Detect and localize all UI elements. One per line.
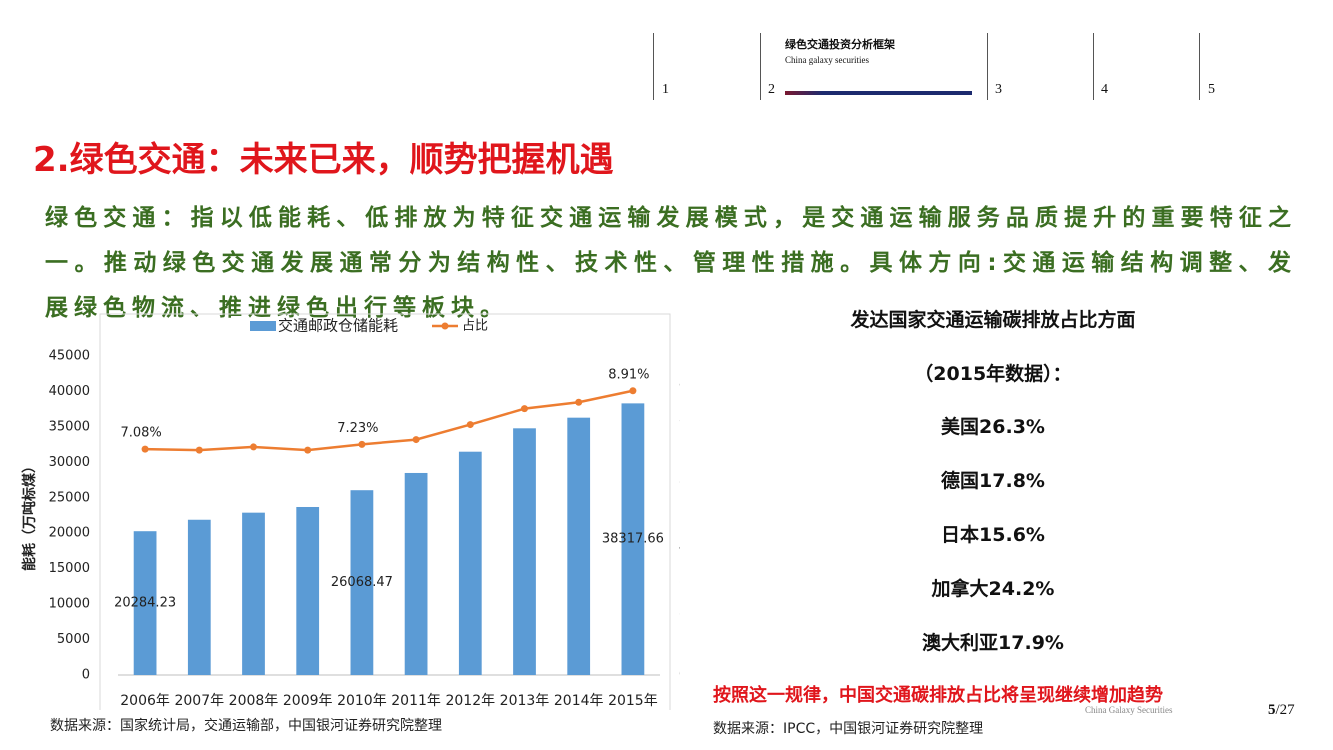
chart: 能耗（万吨标煤） 0 5000 10000 15000 20000 25000 30000 3… xyxy=(21,313,680,710)
y2-tick-label: 3.00% xyxy=(679,572,680,587)
y2-tick-label: 0.00% xyxy=(679,668,680,683)
bar xyxy=(458,451,482,675)
nav-number[interactable]: 1 xyxy=(662,82,669,97)
page-number: 5/27 xyxy=(1268,702,1295,719)
panel-subheading: （2015年数据）： xyxy=(914,363,1072,385)
y-tick-label: 5000 xyxy=(57,632,90,647)
bar xyxy=(133,531,157,675)
bar xyxy=(242,512,265,675)
nav-number[interactable]: 2 xyxy=(768,82,775,97)
nav-number[interactable]: 4 xyxy=(1101,82,1108,97)
data-label: 7.08% xyxy=(120,426,161,441)
total-pages: /27 xyxy=(1275,702,1295,718)
nav-divider xyxy=(653,33,654,100)
chart-source: 数据来源：国家统计局，交通运输部，中国银河证券研究院整理 xyxy=(50,718,442,734)
y2-tick-label: 1.00% xyxy=(679,636,680,651)
line-point xyxy=(358,440,366,448)
x-tick-label: 2009年 xyxy=(283,693,333,709)
footer-brand: China Galaxy Securities xyxy=(1085,705,1173,715)
y2-tick-label: 4.00% xyxy=(679,540,680,555)
y2-tick-label: 10.00% xyxy=(679,349,680,364)
bar xyxy=(296,506,320,675)
conclusion: 按照这一规律，中国交通碳排放占比将呈现继续增加趋势 xyxy=(713,685,1163,706)
data-label: 26068.47 xyxy=(331,575,393,590)
bar xyxy=(621,403,645,675)
x-tick-label: 2008年 xyxy=(229,693,279,709)
x-tick-label: 2011年 xyxy=(391,693,441,709)
country-item: 日本15.6% xyxy=(941,524,1045,546)
panel-source: 数据来源：IPCC，中国银河证券研究院整理 xyxy=(713,721,984,737)
x-tick-label: 2007年 xyxy=(174,693,224,709)
y-tick-label: 25000 xyxy=(49,490,90,505)
body-text: 绿色交通：指以低能耗、低排放为特征交通运输发展模式，是交通运输服务品质提升的重要… xyxy=(45,205,1297,321)
nav-number[interactable]: 3 xyxy=(995,82,1002,97)
y2-tick-label: 8.00% xyxy=(679,412,680,427)
country-item: 德国17.8% xyxy=(941,470,1045,492)
panel-heading: 发达国家交通运输碳排放占比方面 xyxy=(850,309,1136,331)
bar xyxy=(350,490,374,675)
line-point xyxy=(141,445,149,453)
y-tick-label: 40000 xyxy=(49,384,90,399)
x-tick-label: 2012年 xyxy=(445,693,495,709)
current-page: 5 xyxy=(1268,702,1276,718)
y-tick-label: 10000 xyxy=(49,597,90,612)
x-tick-label: 2006年 xyxy=(120,693,170,709)
nav-number[interactable]: 5 xyxy=(1208,82,1215,97)
legend-swatch xyxy=(441,322,449,330)
y2-tick-label: 2.00% xyxy=(679,604,680,619)
line-point xyxy=(466,421,474,429)
x-tick-label: 2010年 xyxy=(337,693,387,709)
y2-tick-label: 5.00% xyxy=(679,508,680,523)
country-item: 美国26.3% xyxy=(941,416,1045,438)
y-tick-label: 20000 xyxy=(49,526,90,541)
y-tick-label: 45000 xyxy=(49,349,90,364)
data-label: 7.23% xyxy=(337,421,378,436)
line-point xyxy=(250,443,257,451)
y-axis-title: 能耗（万吨标煤） xyxy=(21,459,38,571)
x-tick-label: 2013年 xyxy=(500,693,550,709)
legend-label: 占比 xyxy=(462,319,488,334)
x-tick-label: 2015年 xyxy=(608,693,658,709)
y-tick-label: 0 xyxy=(82,668,90,683)
y-tick-label: 15000 xyxy=(49,561,90,576)
country-item: 加拿大24.2% xyxy=(931,578,1055,600)
bar xyxy=(187,519,211,675)
slide-title: 2.绿色交通：未来已来，顺势把握机遇 xyxy=(33,140,614,180)
nav-active-bar xyxy=(785,91,972,95)
bar xyxy=(404,472,428,675)
nav-divider xyxy=(1093,33,1094,100)
nav-divider xyxy=(1199,33,1200,100)
chart-frame xyxy=(99,313,671,710)
line-point xyxy=(304,446,312,454)
line-point xyxy=(195,446,203,454)
line-point xyxy=(629,387,637,395)
data-label: 8.91% xyxy=(608,367,649,382)
bar xyxy=(567,417,591,675)
y-tick-label: 30000 xyxy=(49,455,90,470)
data-label: 38317.66 xyxy=(602,532,664,547)
y2-tick-label: 7.00% xyxy=(679,444,680,459)
legend-swatch xyxy=(250,321,276,331)
legend-label: 交通邮政仓储能耗 xyxy=(278,317,398,335)
line-point xyxy=(412,436,420,444)
country-item: 澳大利亚17.9% xyxy=(922,632,1064,654)
company-name: China galaxy securities xyxy=(785,55,869,65)
line-point xyxy=(521,405,528,413)
nav-divider xyxy=(760,33,761,100)
line-series xyxy=(145,389,634,452)
x-tick-label: 2014年 xyxy=(554,693,604,709)
nav-divider xyxy=(987,33,988,100)
line-point xyxy=(575,398,583,406)
y-tick-label: 35000 xyxy=(49,419,90,434)
data-label: 20284.23 xyxy=(114,596,176,611)
bar xyxy=(513,428,536,675)
y2-tick-label: 9.00% xyxy=(679,380,680,395)
section-title: 绿色交通投资分析框架 xyxy=(785,38,895,51)
y2-tick-label: 6.00% xyxy=(679,476,680,491)
